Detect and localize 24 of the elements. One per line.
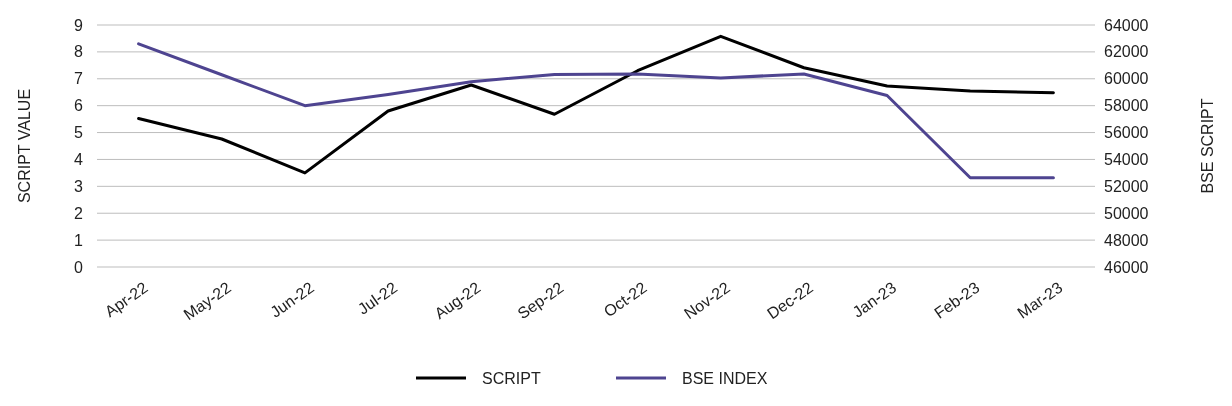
y-tick-label: 7 bbox=[74, 70, 84, 88]
y-tick-label: 0 bbox=[74, 258, 84, 276]
y-tick-label: 2 bbox=[74, 204, 84, 222]
y-tick-label: 9 bbox=[74, 16, 84, 34]
y2-tick-label: 56000 bbox=[1104, 124, 1149, 142]
y-tick-label: 1 bbox=[74, 231, 84, 249]
y2-tick-label: 46000 bbox=[1104, 258, 1149, 276]
y-tick-label: 4 bbox=[74, 151, 84, 169]
y-tick-label: 3 bbox=[74, 177, 84, 195]
y2-tick-label: 50000 bbox=[1104, 204, 1149, 222]
y2-tick-label: 48000 bbox=[1104, 231, 1149, 249]
y2-tick-label: 54000 bbox=[1104, 151, 1149, 169]
y2-tick-label: 64000 bbox=[1104, 16, 1149, 34]
y2-tick-label: 58000 bbox=[1104, 97, 1149, 115]
y2-tick-label: 62000 bbox=[1104, 43, 1149, 61]
y-tick-label: 6 bbox=[74, 97, 84, 115]
legend-label: BSE INDEX bbox=[682, 369, 768, 387]
y2-axis-title: BSE SCRIPT bbox=[1199, 98, 1216, 194]
y2-tick-label: 60000 bbox=[1104, 70, 1149, 88]
y-tick-label: 8 bbox=[74, 43, 84, 61]
y2-tick-label: 52000 bbox=[1104, 177, 1149, 195]
y-axis-title: SCRIPT VALUE bbox=[16, 88, 33, 204]
y-tick-label: 5 bbox=[74, 124, 84, 142]
legend-label: SCRIPT bbox=[482, 369, 541, 387]
